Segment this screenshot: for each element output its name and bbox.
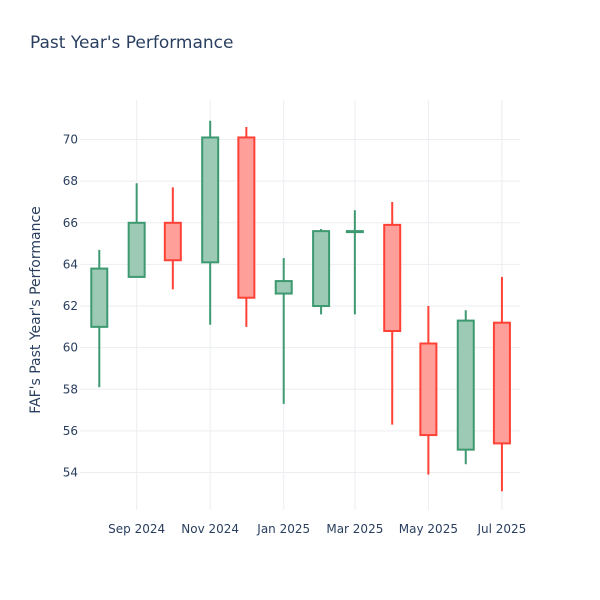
candle-body [345,230,364,234]
x-tick-label: Jul 2025 [476,522,526,536]
candle-decreasing [492,276,511,492]
y-tick-label: 60 [63,341,78,355]
candle-increasing [274,258,293,404]
candle-body [127,221,146,278]
candle-body [312,230,331,308]
grid-layer [80,100,520,510]
y-tick-label: 70 [63,133,78,147]
candle-body [492,321,511,445]
candle-decreasing [419,306,438,475]
candle-decreasing [237,127,256,327]
candle-layer [90,120,511,492]
y-axis-label: FAF's Past Year's Performance [28,206,44,414]
x-tick-label: May 2025 [399,522,458,536]
y-tick-label: 56 [63,424,78,438]
candle-decreasing [383,201,402,425]
candle-increasing [345,210,364,315]
y-tick-label: 66 [63,216,78,230]
candle-increasing [456,310,475,465]
candle-body [419,342,438,437]
y-tick-label: 58 [63,382,78,396]
candle-body [163,221,182,262]
x-tick-label: Sep 2024 [108,522,165,536]
candle-body [201,136,220,264]
candle-body [237,136,256,299]
candle-increasing [201,120,220,325]
x-tick-label: Mar 2025 [326,522,383,536]
y-tick-label: 54 [63,466,78,480]
y-tick-label: 64 [63,257,78,271]
x-tick-label: Nov 2024 [181,522,239,536]
candle-body [90,267,109,328]
y-tick-label: 68 [63,174,78,188]
candle-decreasing [163,187,182,290]
candle-body [383,223,402,333]
axis-layer: 54 56 58 60 62 64 66 68 70 Sep 2024 Nov 2024 Jan 20… [63,133,527,536]
candle-increasing [90,249,109,388]
candle-body [274,280,293,295]
y-tick-label: 62 [63,299,78,313]
candle-increasing [127,183,146,278]
x-tick-label: Jan 2025 [256,522,310,536]
chart-title: Past Year's Performance [30,33,234,53]
candle-increasing [312,229,331,315]
candle-body [456,319,475,451]
